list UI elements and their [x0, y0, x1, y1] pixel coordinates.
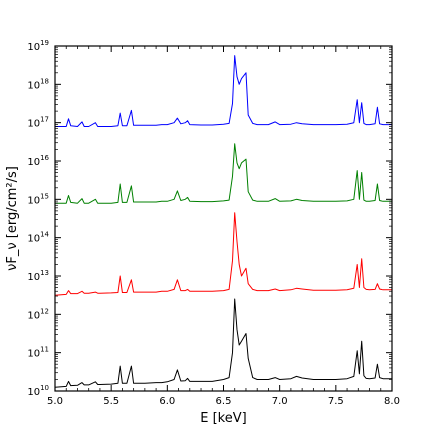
y-tick-label: 1012: [27, 307, 49, 321]
series-layer: [54, 55, 392, 388]
y-tick-label: 1011: [27, 346, 49, 360]
y-tick-label: 1014: [27, 231, 49, 245]
x-tick-label: 7.0: [272, 396, 288, 407]
y-tick-label: 1013: [27, 269, 49, 283]
y-tick-label: 1010: [27, 384, 49, 398]
x-tick-label: 6.0: [159, 396, 175, 407]
y-tick-label: 1015: [27, 192, 49, 206]
y-tick-label: 1017: [27, 116, 49, 130]
y-tick-label: 1018: [27, 77, 49, 91]
x-tick-label: 8.0: [384, 396, 400, 407]
x-tick-label: 7.5: [328, 396, 344, 407]
y-tick-label: 1016: [27, 154, 49, 168]
series-line-4: [54, 298, 392, 388]
x-tick-label: 5.0: [47, 396, 63, 407]
y-axis-label: νF_ν [erg/cm²/s]: [5, 166, 20, 271]
ticks-layer: 5.0 5.5 6.0 6.5 7.0 7.5 8.0 1010 1011 1012 1013 101…: [27, 39, 400, 407]
series-line-2: [55, 143, 392, 204]
x-tick-label: 5.5: [103, 396, 119, 407]
y-tick-label: 1019: [27, 39, 49, 53]
series-line-3: [54, 212, 392, 296]
series-line-1: [55, 55, 392, 127]
x-axis-label: E [keV]: [200, 411, 246, 426]
plot-frame: [54, 45, 393, 392]
x-tick-label: 6.5: [216, 396, 232, 407]
